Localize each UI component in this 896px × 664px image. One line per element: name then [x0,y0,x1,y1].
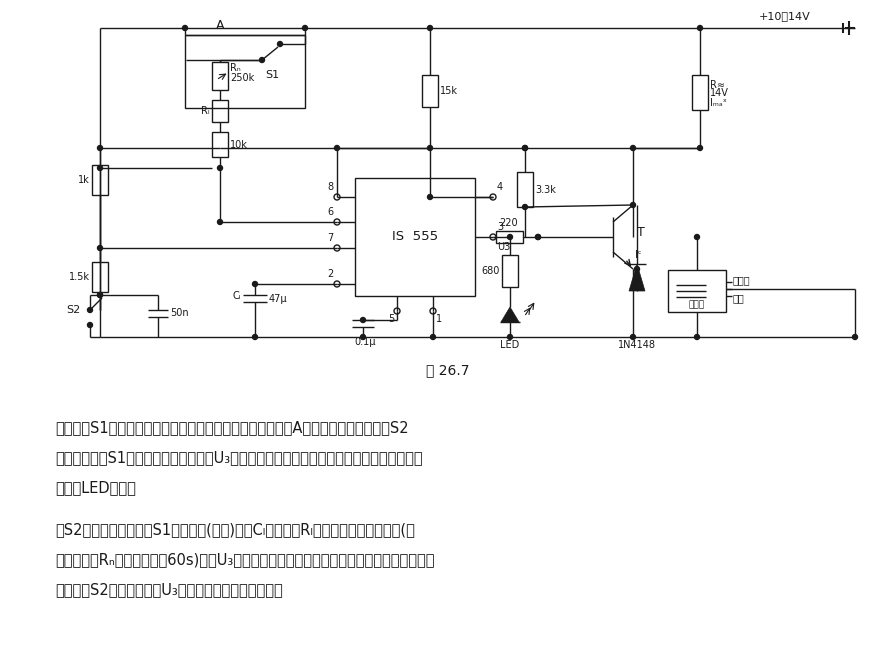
Text: 1: 1 [436,314,442,324]
Text: 14V: 14V [710,88,728,98]
Text: +10～14V: +10～14V [759,11,811,21]
Circle shape [334,145,340,151]
Circle shape [694,335,700,339]
Text: 报警器: 报警器 [733,275,751,285]
Text: 50n: 50n [170,308,189,318]
Text: 触点: 触点 [733,293,745,303]
Bar [212,62,228,90]
Polygon shape [629,264,645,291]
Circle shape [360,317,366,323]
Text: 电路中S1是门控光电开关或行李间光控开关。在其闭合时A点为正工作电压。如果S2: 电路中S1是门控光电开关或行李间光控开关。在其闭合时A点为正工作电压。如果S2 [55,420,409,435]
Bar [212,132,228,157]
Text: 二极管LED不亮。: 二极管LED不亮。 [55,480,136,495]
Text: 220: 220 [500,218,518,228]
Text: 1N4148: 1N4148 [618,340,656,350]
Text: 250k: 250k [230,73,254,83]
Bar [92,262,108,292]
Circle shape [507,335,513,339]
Text: Iₘₐˣ: Iₘₐˣ [710,98,727,108]
Circle shape [98,145,102,151]
Text: 47μ: 47μ [269,294,288,304]
Bar [692,75,708,110]
Circle shape [218,165,222,171]
Circle shape [536,234,540,240]
Text: S2为常开触点，如果S1是闭合的(门开)，则Cₗ开始通过Rₗ缓慢充电。在一定时间(可: S2为常开触点，如果S1是闭合的(门开)，则Cₗ开始通过Rₗ缓慢充电。在一定时间… [55,522,415,537]
Circle shape [218,220,222,224]
Text: 3: 3 [497,222,504,232]
Circle shape [183,25,187,31]
Text: 1k: 1k [78,175,90,185]
Circle shape [631,203,635,207]
Text: 闭合，则不管S1闭合与否，输出端电压U₃均为高电平，晶体管不导通，继电器不吸合，发光: 闭合，则不管S1闭合与否，输出端电压U₃均为高电平，晶体管不导通，继电器不吸合，… [55,450,423,465]
Circle shape [631,145,635,151]
Circle shape [253,335,257,339]
Text: 5: 5 [388,314,394,324]
Circle shape [430,335,435,339]
Circle shape [522,145,528,151]
Text: S1: S1 [265,70,279,80]
Text: 图 26.7: 图 26.7 [426,363,470,377]
Text: 4: 4 [497,182,504,192]
Circle shape [507,234,513,240]
Bar [496,231,523,243]
Text: R≈: R≈ [710,80,725,90]
Text: Rₗ: Rₗ [202,106,210,116]
Text: Iᶜ: Iᶜ [635,250,642,260]
Circle shape [253,282,257,286]
Circle shape [536,234,540,240]
Text: U3: U3 [497,242,510,252]
Bar [212,100,228,122]
Circle shape [697,25,702,31]
Text: T: T [637,226,645,238]
Text: 6: 6 [327,207,333,217]
Text: 通过电位器Rₙ调节，不超过60s)内，U₃突然变低电平，于是继电器接通，报警器工作。如果: 通过电位器Rₙ调节，不超过60s)内，U₃突然变低电平，于是继电器接通，报警器工… [55,552,435,567]
Text: 3.3k: 3.3k [535,185,556,195]
Text: 继电器: 继电器 [689,301,705,309]
Text: 8: 8 [327,182,333,192]
Circle shape [98,293,102,297]
Text: 7: 7 [327,233,333,243]
Bar [517,172,533,207]
Text: A: A [216,19,224,32]
Circle shape [852,335,857,339]
Circle shape [427,25,433,31]
Text: 0.1μ: 0.1μ [354,337,375,347]
Circle shape [98,246,102,250]
Circle shape [697,145,702,151]
Polygon shape [501,307,519,322]
Text: 680: 680 [482,266,500,276]
Circle shape [88,323,92,327]
Bar [185,35,305,108]
Text: Rₙ: Rₙ [230,63,241,73]
Circle shape [98,165,102,171]
Bar [355,178,475,296]
Text: 1.5k: 1.5k [69,272,90,282]
Circle shape [360,335,366,339]
Circle shape [522,145,528,151]
Text: 15k: 15k [440,86,458,96]
Circle shape [303,25,307,31]
Text: IS  555: IS 555 [392,230,438,244]
Circle shape [631,335,635,339]
Circle shape [98,293,102,297]
Bar [502,255,518,287]
Text: 10k: 10k [230,140,248,150]
Circle shape [427,195,433,199]
Circle shape [260,58,264,62]
Bar [92,165,108,195]
Circle shape [88,307,92,313]
Bar [668,270,726,312]
Text: 2: 2 [327,269,333,279]
Text: Cₗ: Cₗ [232,291,241,301]
Text: 在报警时S2是闭合的，则U₃又为高电平，继电器释放。: 在报警时S2是闭合的，则U₃又为高电平，继电器释放。 [55,582,283,597]
Text: LED: LED [500,340,520,350]
Circle shape [427,145,433,151]
Circle shape [522,205,528,210]
Circle shape [634,266,640,272]
Circle shape [694,234,700,240]
Bar [422,75,438,107]
Circle shape [278,41,282,46]
Text: S2: S2 [65,305,80,315]
